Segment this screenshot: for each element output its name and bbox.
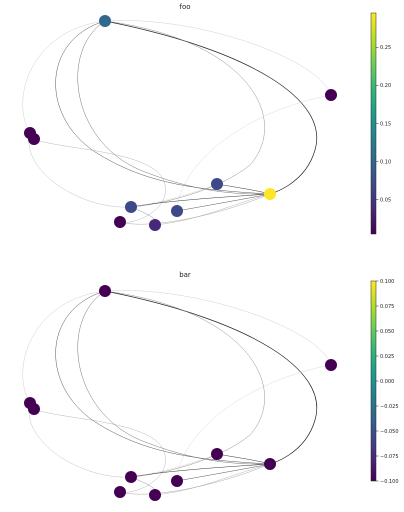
graph-edge bbox=[119, 463, 271, 495]
graph-edge bbox=[130, 453, 218, 478]
colorbar-tick-label: 0.000 bbox=[380, 379, 394, 385]
graph-edge bbox=[176, 94, 332, 212]
graph-edge bbox=[154, 193, 271, 226]
nodes bbox=[24, 15, 337, 231]
colorbar-tick-label: 0.15 bbox=[380, 121, 391, 127]
panel-title: foo bbox=[179, 3, 190, 11]
colorbar-tick-label: 0.050 bbox=[380, 329, 394, 335]
panel-foo: foo 0.25 0.20 0.15 0.10 0.05 bbox=[22, 3, 391, 235]
graph-node bbox=[114, 486, 126, 498]
graph-edge bbox=[154, 463, 271, 496]
graph-node bbox=[264, 188, 276, 200]
edges bbox=[22, 20, 332, 226]
colorbar-tick-label: −0.025 bbox=[380, 404, 399, 410]
graph-edge bbox=[130, 463, 271, 478]
edges bbox=[22, 290, 332, 496]
graph-edge bbox=[22, 20, 106, 134]
graph-edge bbox=[55, 290, 271, 465]
graph-edge bbox=[33, 138, 166, 223]
colorbar-tick-label: 0.20 bbox=[380, 83, 391, 89]
graph-edge bbox=[130, 183, 218, 208]
graph-edge bbox=[22, 290, 106, 404]
panel-title: bar bbox=[179, 271, 191, 279]
graph-edge bbox=[77, 290, 271, 465]
graph-node bbox=[264, 458, 276, 470]
colorbar-tick-label: 0.10 bbox=[380, 159, 391, 165]
graph-edge bbox=[104, 20, 332, 96]
colorbar-gradient bbox=[370, 12, 377, 235]
graph-node bbox=[171, 205, 183, 217]
colorbar-tick-label: −0.100 bbox=[380, 479, 399, 485]
graph-node bbox=[325, 359, 337, 371]
graph-node bbox=[125, 201, 137, 213]
graph-node bbox=[149, 489, 161, 501]
colorbar-tick-label: −0.075 bbox=[380, 454, 399, 460]
graph-node bbox=[99, 15, 111, 27]
graph-edge bbox=[176, 364, 332, 482]
graph-edge bbox=[104, 20, 317, 195]
graph-node bbox=[149, 219, 161, 231]
colorbar-tick-label: 0.100 bbox=[380, 279, 394, 285]
graph-edge bbox=[176, 193, 271, 212]
colorbar: 0.100 0.075 0.050 0.025 0.000 −0.025 −0.050 −0.… bbox=[370, 279, 399, 485]
graph-edge bbox=[77, 20, 271, 195]
graph-node bbox=[28, 403, 40, 415]
nodes bbox=[24, 285, 337, 501]
graph-edge bbox=[176, 463, 271, 482]
panel-bar: bar 0.100 0.075 0.050 0.025 0.000 −0.025 −0.05… bbox=[22, 271, 399, 501]
graph-node bbox=[171, 475, 183, 487]
graph-node bbox=[99, 285, 111, 297]
graph-edge bbox=[104, 290, 332, 366]
graph-node bbox=[211, 178, 223, 190]
graph-edge bbox=[28, 402, 132, 478]
colorbar-tick-label: 0.25 bbox=[380, 45, 391, 51]
graph-edge bbox=[55, 20, 271, 195]
colorbar-ticks: 0.100 0.075 0.050 0.025 0.000 −0.025 −0.050 −0.… bbox=[376, 279, 399, 485]
graph-edge bbox=[104, 290, 317, 465]
graph-node bbox=[114, 216, 126, 228]
graph-edge bbox=[130, 193, 271, 208]
colorbar-gradient bbox=[370, 280, 377, 482]
graph-edge bbox=[33, 408, 166, 493]
graph-edge bbox=[104, 290, 265, 478]
colorbar: 0.25 0.20 0.15 0.10 0.05 bbox=[370, 12, 391, 235]
colorbar-tick-label: 0.075 bbox=[380, 304, 394, 310]
colorbar-tick-label: 0.05 bbox=[380, 198, 391, 204]
colorbar-ticks: 0.25 0.20 0.15 0.10 0.05 bbox=[376, 45, 391, 204]
graph-edge bbox=[28, 132, 132, 208]
graph-node bbox=[325, 89, 337, 101]
graph-node bbox=[28, 133, 40, 145]
graph-node bbox=[211, 448, 223, 460]
colorbar-tick-label: 0.025 bbox=[380, 354, 394, 360]
graph-edge bbox=[104, 20, 265, 208]
graph-edge bbox=[119, 193, 271, 225]
colorbar-tick-label: −0.050 bbox=[380, 429, 399, 435]
graph-node bbox=[125, 471, 137, 483]
